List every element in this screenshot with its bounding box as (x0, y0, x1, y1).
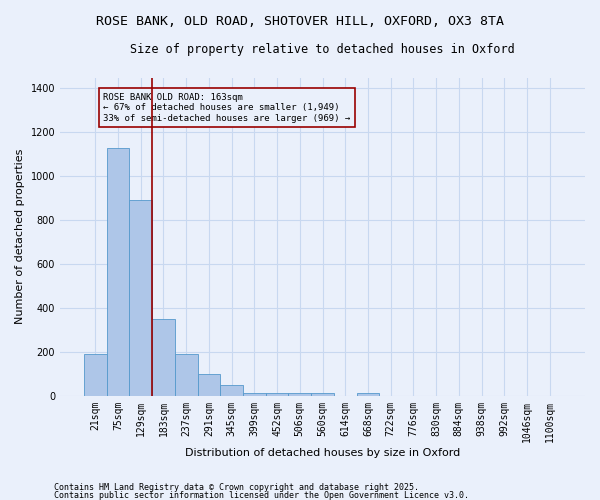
Text: Contains HM Land Registry data © Crown copyright and database right 2025.: Contains HM Land Registry data © Crown c… (54, 484, 419, 492)
X-axis label: Distribution of detached houses by size in Oxford: Distribution of detached houses by size … (185, 448, 460, 458)
Bar (175, 354, 197, 396)
Bar (220, 385, 243, 396)
Text: Contains public sector information licensed under the Open Government Licence v3: Contains public sector information licen… (54, 490, 469, 500)
Bar (84, 354, 107, 396)
Bar (266, 392, 289, 396)
Bar (107, 148, 130, 396)
Bar (356, 392, 379, 396)
Title: Size of property relative to detached houses in Oxford: Size of property relative to detached ho… (130, 42, 515, 56)
Text: ROSE BANK, OLD ROAD, SHOTOVER HILL, OXFORD, OX3 8TA: ROSE BANK, OLD ROAD, SHOTOVER HILL, OXFO… (96, 15, 504, 28)
Bar (152, 319, 175, 396)
Bar (130, 200, 152, 396)
Bar (243, 392, 266, 396)
Bar (289, 392, 311, 396)
Bar (311, 392, 334, 396)
Bar (197, 374, 220, 396)
Text: ROSE BANK OLD ROAD: 163sqm
← 67% of detached houses are smaller (1,949)
33% of s: ROSE BANK OLD ROAD: 163sqm ← 67% of deta… (103, 93, 350, 122)
Y-axis label: Number of detached properties: Number of detached properties (15, 149, 25, 324)
